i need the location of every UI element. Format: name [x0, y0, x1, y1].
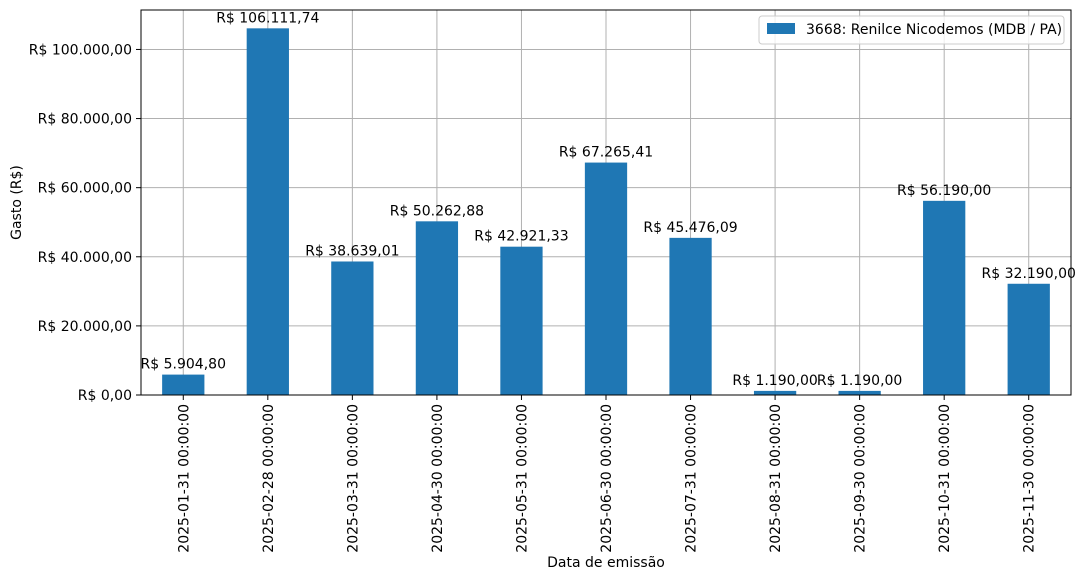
x-tick-label: 2025-10-31 00:00:00	[937, 404, 953, 553]
bar	[1007, 283, 1050, 395]
x-tick-label: 2025-07-31 00:00:00	[684, 404, 700, 553]
bar	[669, 237, 712, 395]
legend: 3668: Renilce Nicodemos (MDB / PA)	[758, 15, 1065, 45]
bar-data-label: R$ 38.639,01	[305, 243, 399, 259]
y-tick-label: R$ 20.000,00	[38, 319, 132, 335]
bar-data-label: R$ 67.265,41	[559, 145, 653, 161]
x-tick-label: 2025-11-30 00:00:00	[1022, 404, 1038, 553]
data-labels: R$ 5.904,80 R$ 106.111,74 R$ 38.639,01 R$ 5…	[141, 10, 1076, 389]
legend-box	[758, 15, 1065, 45]
bar-data-label: R$ 56.190,00	[897, 183, 991, 199]
x-tick-label: 2025-02-28 00:00:00	[261, 404, 277, 553]
bar	[246, 28, 289, 395]
y-axis: R$ 0,00 R$ 20.000,00 R$ 40.000,00 R$ 60.000…	[29, 42, 141, 404]
y-tick-label: R$ 80.000,00	[38, 112, 132, 128]
x-tick-label: 2025-03-31 00:00:00	[345, 404, 361, 553]
bar-data-label: R$ 1.190,00	[817, 373, 902, 389]
legend-entry: 3668: Renilce Nicodemos (MDB / PA)	[806, 22, 1062, 38]
x-tick-label: 2025-08-31 00:00:00	[768, 404, 784, 553]
y-tick-label: R$ 60.000,00	[38, 181, 132, 197]
y-tick-label: R$ 40.000,00	[38, 250, 132, 266]
y-axis-label: Gasto (R$)	[9, 165, 25, 240]
bar	[923, 200, 966, 395]
y-tick-label: R$ 0,00	[78, 388, 132, 404]
bar	[753, 390, 797, 395]
bar	[331, 261, 374, 395]
bar	[415, 221, 459, 395]
x-tick-label: 2025-06-30 00:00:00	[599, 404, 615, 553]
x-tick-label: 2025-01-31 00:00:00	[176, 404, 192, 553]
bar	[500, 246, 543, 395]
bar-data-label: R$ 32.190,00	[982, 266, 1076, 282]
bars	[162, 28, 1050, 395]
legend-swatch	[767, 23, 795, 34]
x-axis-label: Data de emissão	[547, 555, 665, 571]
x-tick-label: 2025-05-31 00:00:00	[514, 404, 530, 553]
bar	[584, 162, 628, 395]
y-tick-label: R$ 100.000,00	[29, 42, 132, 58]
bar-data-label: R$ 42.921,33	[474, 229, 568, 245]
grid-lines	[141, 10, 1071, 396]
bar-data-label: R$ 5.904,80	[141, 357, 226, 373]
bar-data-label: R$ 1.190,00	[732, 373, 817, 389]
x-axis: 2025-01-31 00:00:00 2025-02-28 00:00:00 20…	[176, 395, 1038, 553]
bar	[162, 374, 205, 395]
bar-data-label: R$ 50.262,88	[390, 203, 484, 219]
x-tick-label: 2025-09-30 00:00:00	[853, 404, 869, 553]
x-tick-label: 2025-04-30 00:00:00	[430, 404, 446, 553]
bar	[838, 390, 881, 395]
bar-data-label: R$ 45.476,09	[643, 220, 737, 236]
bar-data-label: R$ 106.111,74	[216, 10, 319, 26]
